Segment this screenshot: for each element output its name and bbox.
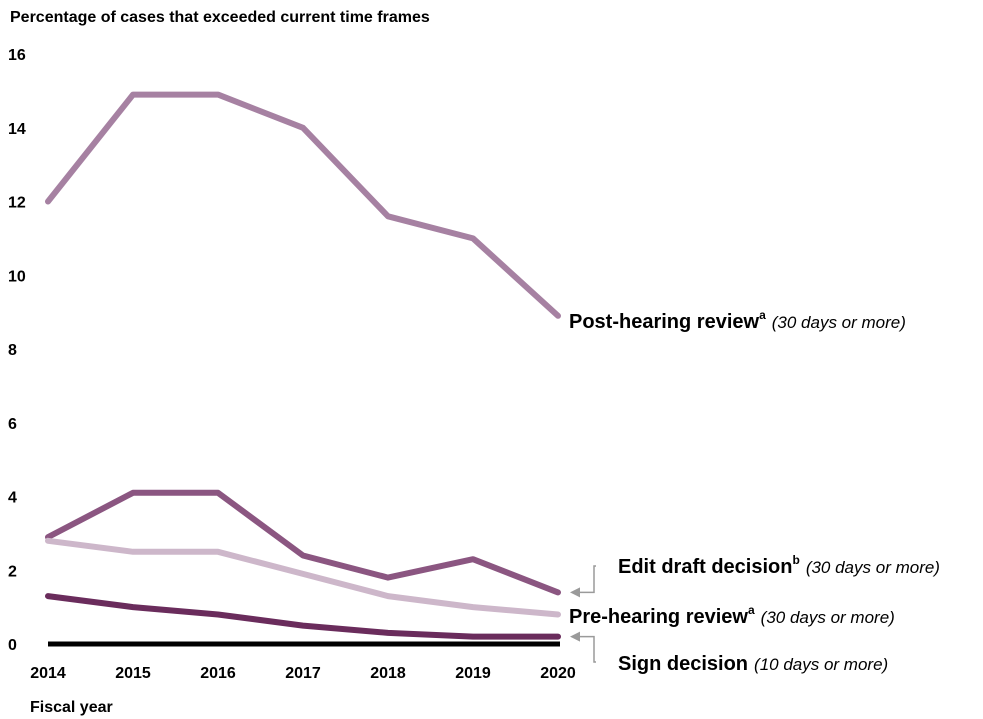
series-lines — [45, 91, 561, 640]
series-label: Post-hearing reviewa (30 days or more) — [569, 308, 906, 333]
series-label-note: (10 days or more) — [754, 655, 888, 674]
y-tick-label: 2 — [8, 563, 17, 580]
x-tick-label: 2020 — [540, 665, 576, 682]
series-label: Edit draft decisionb (30 days or more) — [618, 553, 940, 578]
series-labels: Post-hearing reviewa (30 days or more)Edi… — [569, 308, 940, 675]
y-tick-label: 6 — [8, 416, 17, 433]
series-label-superscript: a — [759, 308, 766, 322]
y-tick-label: 12 — [8, 195, 26, 212]
series-label: Pre-hearing reviewa (30 days or more) — [569, 603, 895, 628]
series-label-superscript: a — [748, 603, 755, 617]
series-label-name: Post-hearing review — [569, 311, 760, 333]
series-line — [45, 593, 561, 640]
series-line — [45, 489, 561, 596]
x-tick-label: 2019 — [455, 665, 491, 682]
y-tick-label: 14 — [8, 121, 26, 138]
x-tick-label: 2018 — [370, 665, 406, 682]
series-line — [45, 537, 561, 618]
series-label-note: (30 days or more) — [806, 558, 940, 577]
callout-arrow — [570, 631, 596, 663]
x-axis-ticks: 2014 2015 2016 2017 2018 2019 2020 — [30, 665, 576, 682]
y-tick-label: 10 — [8, 268, 26, 285]
x-tick-label: 2015 — [115, 665, 151, 682]
x-axis-title: Fiscal year — [30, 699, 113, 716]
series-callouts — [570, 565, 596, 663]
series-label-name: Pre-hearing review — [569, 606, 748, 628]
y-tick-label: 4 — [8, 490, 17, 507]
x-tick-label: 2014 — [30, 665, 66, 682]
series-label-name: Sign decision — [618, 653, 748, 675]
y-tick-label: 16 — [8, 47, 26, 64]
y-tick-label: 8 — [8, 342, 17, 359]
x-tick-label: 2017 — [285, 665, 321, 682]
y-axis-title: Percentage of cases that exceeded curren… — [10, 9, 430, 26]
series-label: Sign decision (10 days or more) — [618, 653, 888, 675]
series-label-superscript: b — [792, 553, 799, 567]
callout-arrow — [570, 565, 596, 598]
x-tick-label: 2016 — [200, 665, 236, 682]
y-axis-ticks: 0 2 4 6 8 10 12 14 16 — [8, 47, 26, 654]
y-tick-label: 0 — [8, 637, 17, 654]
series-label-name: Edit draft decision — [618, 556, 792, 578]
series-label-note: (30 days or more) — [772, 313, 906, 332]
series-label-note: (30 days or more) — [761, 608, 895, 627]
series-line — [45, 91, 561, 319]
